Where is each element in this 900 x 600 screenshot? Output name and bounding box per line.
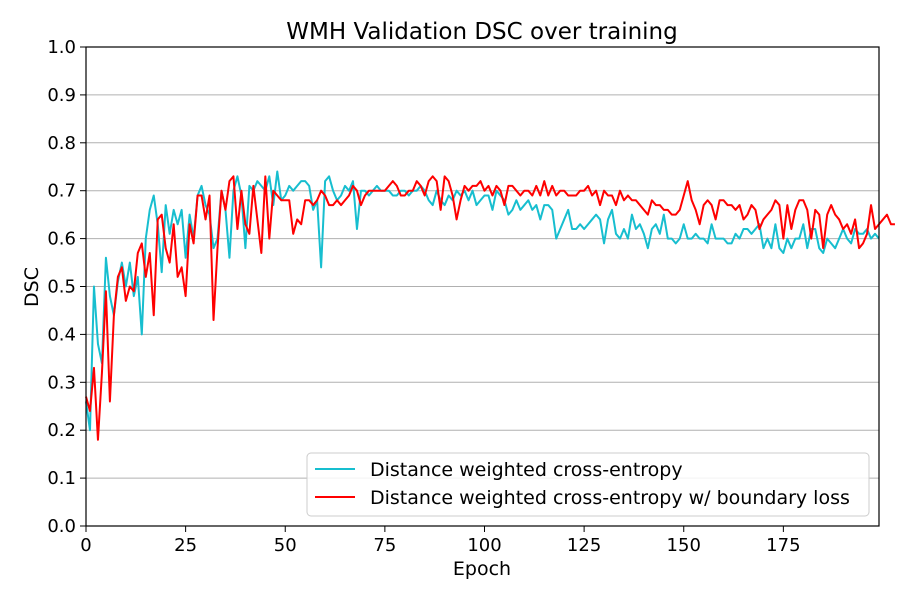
legend-box (306, 452, 870, 517)
x-tick-label: 175 (766, 535, 800, 556)
x-tick-label: 25 (174, 535, 197, 556)
y-tick-label: 0.7 (47, 181, 76, 202)
x-axis-label: Epoch (453, 558, 511, 580)
x-tick-label: 100 (467, 535, 501, 556)
y-tick-label: 0.4 (47, 324, 76, 345)
y-tick-label: 0.8 (47, 133, 76, 154)
y-tick-label: 0.0 (47, 516, 76, 537)
axis-ticks: 0.0 0.1 0.2 0.3 0.4 0.5 0.6 0.7 0.8 0.9 1.0 0 25 50 75… (47, 37, 800, 556)
plot-lines (85, 170, 895, 441)
y-tick-label: 0.2 (47, 420, 76, 441)
y-axis-label: DSC (21, 267, 43, 307)
x-tick-label: 0 (80, 535, 91, 556)
series-line-boundary-loss (85, 175, 895, 441)
x-tick-label: 50 (274, 535, 297, 556)
x-tick-label: 150 (667, 535, 701, 556)
y-tick-label: 1.0 (47, 37, 76, 58)
chart-title: WMH Validation DSC over training (286, 19, 677, 45)
y-tick-label: 0.6 (47, 229, 76, 250)
legend-label-cross-entropy: Distance weighted cross-entropy (370, 459, 683, 481)
x-tick-label: 75 (373, 535, 396, 556)
legend-label-boundary-loss: Distance weighted cross-entropy w/ bound… (370, 487, 850, 509)
y-tick-label: 0.9 (47, 85, 76, 106)
legend: Distance weighted cross-entropy Distance… (306, 452, 870, 517)
y-tick-label: 0.5 (47, 277, 76, 298)
y-tick-label: 0.3 (47, 372, 76, 393)
y-tick-label: 0.1 (47, 468, 76, 489)
x-tick-label: 125 (567, 535, 601, 556)
